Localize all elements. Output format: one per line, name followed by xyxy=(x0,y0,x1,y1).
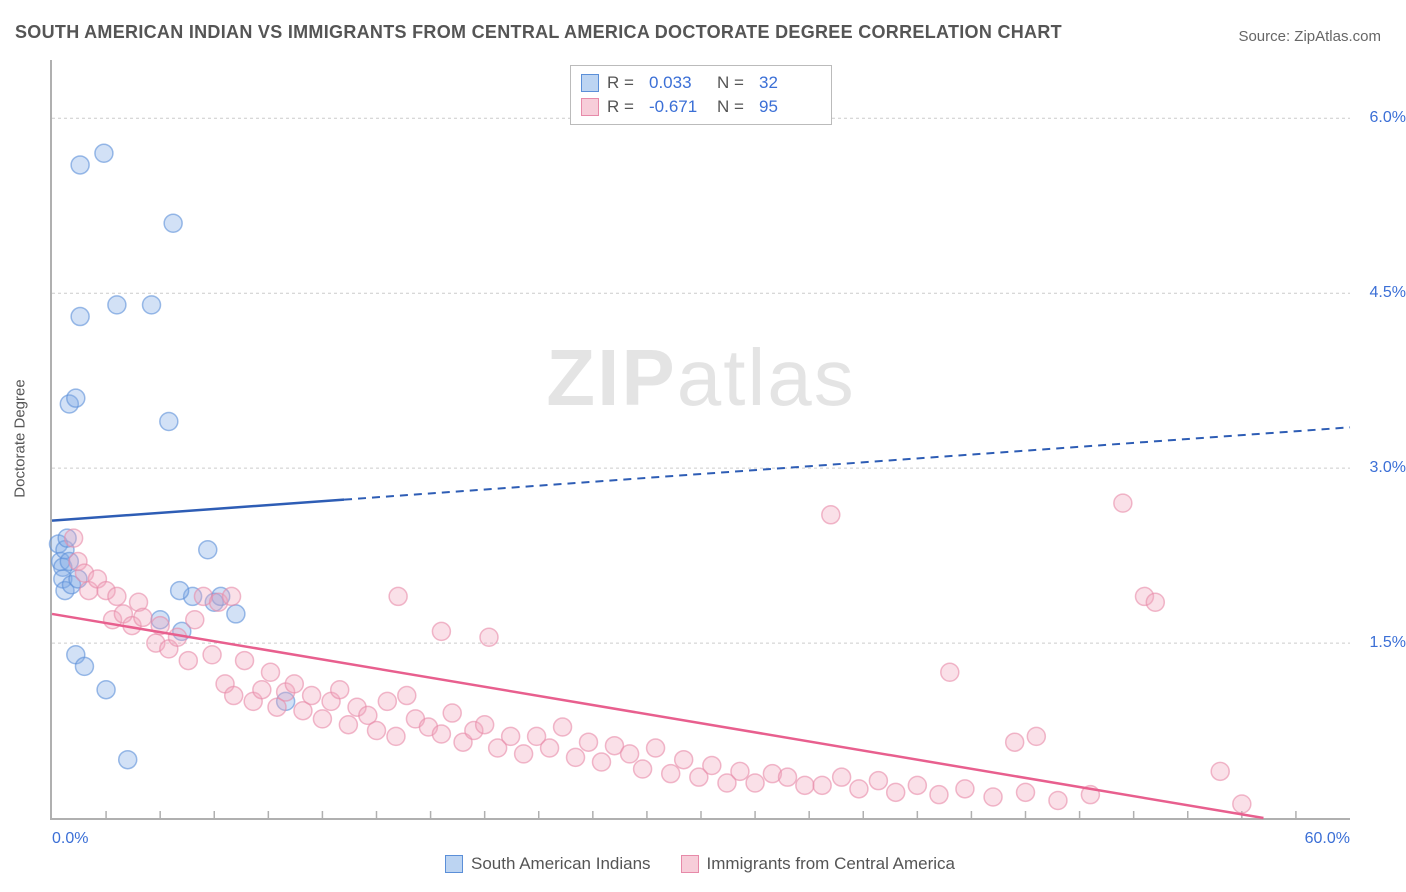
y-tick-label: 4.5% xyxy=(1356,284,1406,302)
n-value: 95 xyxy=(759,95,819,119)
r-label: R = xyxy=(607,71,641,95)
chart-area: Doctorate Degree ZIPatlas R = 0.033 N = … xyxy=(0,50,1406,880)
plot-area: ZIPatlas R = 0.033 N = 32 R = -0.671 N = xyxy=(50,60,1350,820)
r-label: R = xyxy=(607,95,641,119)
x-tick-label: 0.0% xyxy=(52,830,88,848)
chart-title: SOUTH AMERICAN INDIAN VS IMMIGRANTS FROM… xyxy=(15,22,1062,43)
y-axis-label-container: Doctorate Degree xyxy=(0,50,30,830)
correlation-legend: R = 0.033 N = 32 R = -0.671 N = 95 xyxy=(570,65,832,125)
legend-swatch-blue xyxy=(445,855,463,873)
r-value: 0.033 xyxy=(649,71,709,95)
legend-item: South American Indians xyxy=(445,854,651,874)
n-value: 32 xyxy=(759,71,819,95)
x-tick-label: 60.0% xyxy=(1305,830,1350,848)
legend-row: R = -0.671 N = 95 xyxy=(581,95,819,119)
source-label: Source: ZipAtlas.com xyxy=(1238,28,1381,45)
r-value: -0.671 xyxy=(649,95,709,119)
legend-swatch-pink xyxy=(681,855,699,873)
y-tick-label: 3.0% xyxy=(1356,459,1406,477)
legend-label: South American Indians xyxy=(471,854,651,874)
legend-row: R = 0.033 N = 32 xyxy=(581,71,819,95)
n-label: N = xyxy=(717,95,751,119)
chart-root: SOUTH AMERICAN INDIAN VS IMMIGRANTS FROM… xyxy=(0,0,1406,892)
y-axis-label: Doctorate Degree xyxy=(12,369,29,509)
legend-swatch-blue xyxy=(581,74,599,92)
legend-label: Immigrants from Central America xyxy=(707,854,955,874)
legend-item: Immigrants from Central America xyxy=(681,854,955,874)
plot-svg xyxy=(52,60,1350,818)
y-tick-label: 1.5% xyxy=(1356,634,1406,652)
n-label: N = xyxy=(717,71,751,95)
y-tick-label: 6.0% xyxy=(1356,109,1406,127)
series-legend: South American Indians Immigrants from C… xyxy=(50,854,1350,874)
legend-swatch-pink xyxy=(581,98,599,116)
